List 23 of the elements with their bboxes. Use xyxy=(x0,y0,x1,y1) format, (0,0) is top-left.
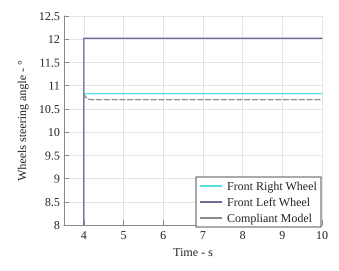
x-tick-label: 9 xyxy=(279,228,286,242)
y-tick-label: 10.5 xyxy=(38,102,60,116)
y-tick-label: 12.5 xyxy=(38,9,60,23)
legend-label: Front Right Wheel xyxy=(227,179,318,193)
y-tick-label: 12 xyxy=(48,32,60,46)
y-tick-label: 11 xyxy=(48,78,60,93)
y-tick-label: 9.5 xyxy=(44,148,60,162)
x-tick-label: 4 xyxy=(80,228,87,242)
y-tick-label: 9 xyxy=(54,172,60,186)
x-tick-label: 5 xyxy=(120,228,126,242)
legend-label: Compliant Model xyxy=(227,211,313,225)
line-series xyxy=(83,92,323,100)
y-tick-label: 8.5 xyxy=(44,194,60,209)
y-tick-label: 8 xyxy=(54,218,60,232)
y-tick-label: 11.5 xyxy=(39,55,60,70)
y-tick-label: 10 xyxy=(48,125,60,140)
x-tick-label: 8 xyxy=(240,228,246,242)
legend-label: Front Left Wheel xyxy=(227,195,311,209)
x-tick-label: 6 xyxy=(160,228,166,242)
x-tick-label: 10 xyxy=(316,228,328,242)
x-axis-title: Time - s xyxy=(173,245,214,259)
y-axis-title: Wheels steering angle - ° xyxy=(15,60,29,181)
x-tick-label: 7 xyxy=(200,228,206,242)
